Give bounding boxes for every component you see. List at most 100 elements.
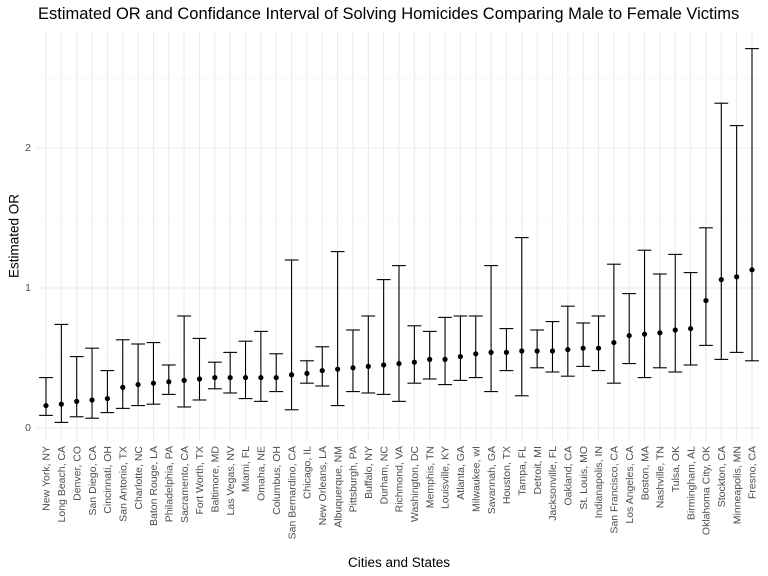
point (227, 374, 233, 381)
errorbar (392, 265, 406, 402)
errorbar (606, 263, 621, 384)
point (365, 363, 371, 369)
x-tick-label: Boston, MA (639, 446, 651, 500)
x-tick-label: Stockton, CA (716, 446, 728, 507)
x-tick-label: Denver, CO (71, 446, 83, 501)
y-axis-title: Estimated OR (7, 194, 22, 278)
point (74, 398, 80, 404)
chart-title: Estimated OR and Confidance Interval of … (38, 5, 740, 23)
x-tick-label: Jacksonville, FL (547, 446, 559, 521)
x-tick-label: Omaha, NE (256, 446, 268, 501)
point (350, 365, 356, 371)
point (166, 379, 172, 385)
point (626, 332, 632, 339)
errorbar (361, 315, 376, 394)
y-tick-labels: 0 1 2 (25, 142, 31, 434)
point (104, 395, 110, 402)
y-tick-label: 1 (25, 282, 31, 294)
point (135, 381, 141, 388)
errorbar (714, 102, 729, 360)
point (196, 376, 203, 382)
errorbar (622, 293, 637, 365)
x-tick-label: San Diego, CA (87, 446, 99, 515)
x-tick-label: Chicago, IL (302, 446, 314, 499)
x-tick-label: Miami, FL (240, 446, 252, 492)
x-tick-label: Nashville, TN (655, 446, 667, 508)
errorbar (699, 227, 713, 346)
point (258, 374, 264, 381)
x-tick-label: Fresno, CA (747, 446, 759, 499)
errorbar (284, 259, 299, 411)
point (335, 366, 341, 372)
point (503, 349, 510, 355)
errorbar (131, 343, 145, 407)
point (749, 267, 755, 273)
errorbar (745, 48, 759, 362)
errorbar (115, 339, 130, 409)
point (273, 374, 279, 381)
point (457, 353, 463, 360)
point (688, 325, 694, 332)
point (381, 362, 387, 368)
errorbar (545, 321, 560, 373)
x-tick-label: Durham, NC (378, 446, 390, 505)
x-tick-label: Tulsa, OK (670, 446, 682, 492)
errorbar (499, 328, 514, 372)
errorbar (407, 325, 422, 384)
x-tick-label: Atlanta, GA (455, 446, 467, 500)
x-tick-label: Tampa, FL (516, 446, 528, 496)
point (595, 345, 602, 351)
errorbar (54, 323, 69, 423)
errorbar (576, 322, 591, 367)
errorbar (330, 251, 345, 407)
point (703, 297, 709, 304)
point (580, 345, 586, 351)
point (304, 370, 310, 376)
x-tick-label: Los Angeles, CA (624, 446, 636, 524)
x-tick-label: Fort Worth, TX (194, 446, 206, 514)
errorbar (637, 249, 652, 379)
point (181, 377, 187, 383)
x-tick-label: Charlotte, NC (133, 446, 145, 510)
x-tick-label: Richmond, VA (394, 446, 406, 512)
x-tick-label: Baton Rouge, LA (148, 446, 160, 526)
point (534, 348, 540, 354)
y-tick-label: 0 (25, 422, 31, 434)
errorbar (346, 329, 360, 393)
point (43, 402, 49, 409)
x-tick-label: New York, NY (41, 446, 53, 511)
x-tick-label: Oakland, CA (563, 446, 575, 506)
errorbar (422, 330, 437, 380)
x-tick-label: Pittsburgh, PA (348, 446, 360, 512)
x-tick-label: San Antonio, TX (117, 446, 129, 522)
errorbar (484, 265, 498, 393)
errorbar (438, 316, 452, 386)
errorbar (560, 305, 575, 377)
x-tick-labels: New York, NY Long Beach, CA Denver, CO San … (41, 446, 759, 540)
errorbar (69, 356, 84, 418)
errorbar (653, 273, 667, 369)
errorbar (514, 237, 529, 397)
point (427, 356, 433, 362)
errorbar (177, 315, 192, 408)
errorbar (39, 377, 53, 416)
x-tick-label: Albuquerque, NM (332, 446, 344, 528)
x-tick-label: Philadelphia, PA (163, 446, 175, 522)
point (288, 372, 295, 378)
point (473, 351, 479, 357)
point (212, 374, 218, 381)
errorbar (315, 346, 330, 387)
errorbar (192, 337, 207, 401)
x-tick-label: New Orleans, LA (317, 446, 329, 525)
errorbar (100, 370, 115, 414)
x-tick-label: Baltimore, MD (210, 446, 222, 513)
point (58, 401, 64, 407)
x-tick-label: Buffalo, NY (363, 446, 375, 499)
x-tick-label: St. Louis, MO (578, 446, 590, 510)
errorbar (591, 315, 606, 372)
x-axis-title: Cities and States (348, 555, 450, 570)
x-tick-label: San Francisco, CA (609, 446, 621, 534)
x-tick-label: Washington, DC (409, 446, 421, 522)
x-tick-label: Louisville, KY (440, 446, 452, 509)
errorbar (376, 279, 391, 395)
